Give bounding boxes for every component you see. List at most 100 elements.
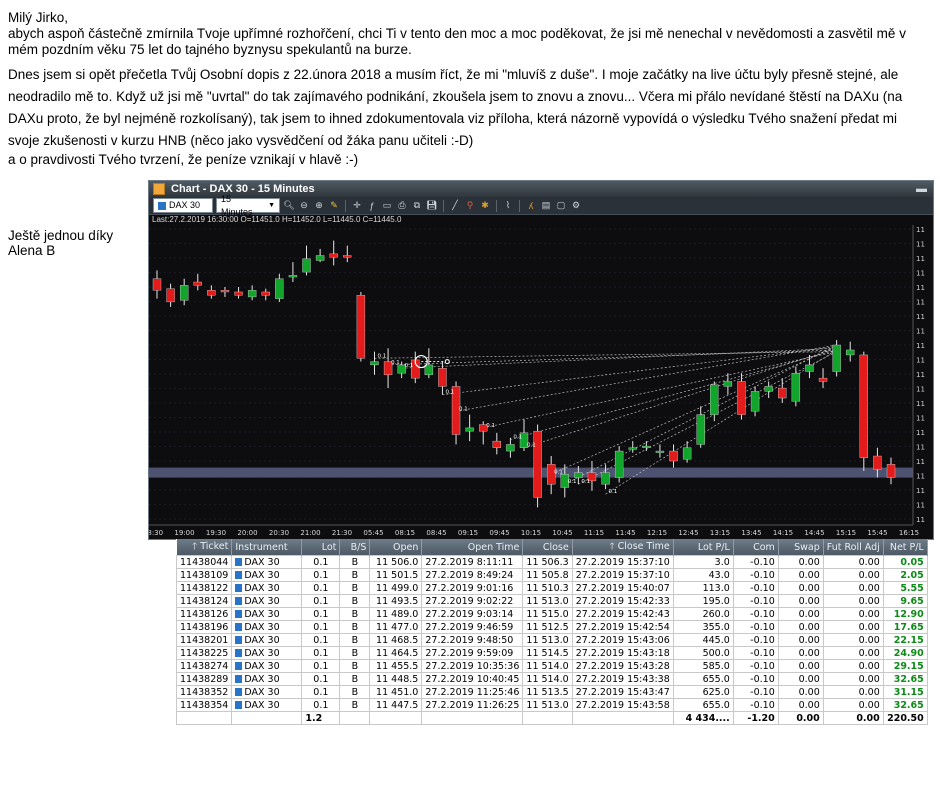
line-tool-icon[interactable]: ╱ (452, 200, 458, 210)
column-header-b-s[interactable]: B/S (339, 539, 371, 556)
column-header-close[interactable]: Close (522, 539, 573, 556)
table-row[interactable]: 11438354 DAX 30 0.1 B 11 447.5 27.2.2019 11:2… (175, 698, 928, 712)
x-tick-label: 09:45 (489, 529, 509, 537)
table-cell: 0.00 (777, 646, 824, 660)
zoom-in-icon[interactable]: 🔍︎ (283, 200, 295, 210)
chart-title: Chart - DAX 30 - 15 Minutes (171, 183, 315, 195)
table-row[interactable]: 11438274 DAX 30 0.1 B 11 455.5 27.2.2019 10:3… (175, 659, 928, 673)
table-cell: 0.00 (777, 672, 824, 686)
template-icon[interactable]: ▭ (382, 200, 392, 210)
y-tick-label: 11 (916, 255, 925, 263)
trade-line (551, 346, 837, 475)
layout-icon[interactable]: ▤ (541, 200, 551, 210)
table-row[interactable]: 11438109 DAX 30 0.1 B 11 501.5 27.2.2019 8:49… (175, 568, 928, 582)
column-header-lot[interactable]: Lot (301, 539, 341, 556)
table-row[interactable]: 11438122 DAX 30 0.1 B 11 499.0 27.2.2019 9:01… (175, 581, 928, 595)
settings-icon[interactable]: ⚙ (571, 200, 581, 210)
zoom-fit-icon[interactable]: ⊕ (315, 200, 323, 210)
column-header-lot-p-l[interactable]: Lot P/L (673, 539, 734, 556)
chart-toolbar: DAX 30 15 Minutes ▼ 🔍︎ ⊖ ⊕ ✎ ✛ ƒ ▭ ⎙ ⧉ 💾… (149, 194, 933, 217)
table-row[interactable]: 11438124 DAX 30 0.1 B 11 493.5 27.2.2019 9:02… (175, 594, 928, 608)
instrument-select[interactable]: DAX 30 (153, 198, 213, 213)
candle-body (370, 361, 379, 366)
table-cell: DAX 30 (231, 581, 303, 595)
y-tick-label: 11 (916, 429, 925, 437)
x-tick-label: 16:15 (899, 529, 919, 537)
table-cell: 27.2.2019 15:37:10 (571, 555, 674, 569)
table-cell: 0.00 (822, 698, 884, 712)
table-row[interactable]: 11438352 DAX 30 0.1 B 11 451.0 27.2.2019 11:2… (175, 685, 928, 699)
column-header-instrument[interactable]: Instrument (231, 539, 303, 556)
table-row[interactable]: 11438126 DAX 30 0.1 B 11 489.0 27.2.2019 9:03… (175, 607, 928, 621)
table-cell: 355.0 (672, 620, 734, 634)
column-header-swap[interactable]: Swap (778, 539, 824, 556)
table-row[interactable]: 11438289 DAX 30 0.1 B 11 448.5 27.2.2019 10:4… (175, 672, 928, 686)
x-tick-label: 19:00 (174, 529, 194, 537)
table-cell: 0.00 (822, 685, 884, 699)
candle-body (234, 291, 243, 296)
magnet-icon[interactable]: ⚲ (466, 200, 474, 210)
table-cell: 0.1 (301, 568, 341, 582)
table-cell: 0.1 (301, 646, 341, 660)
table-row[interactable]: 11438201 DAX 30 0.1 B 11 468.5 27.2.2019 9:48… (175, 633, 928, 647)
table-cell: 0.00 (822, 672, 884, 686)
table-cell: 625.0 (672, 685, 734, 699)
crosshair-icon[interactable]: ✛ (353, 200, 361, 210)
candlestick-chart[interactable]: 11 11 11 11 11 11 11 11 11 11 11 11 11 11 11 11 11 11 11 11… (149, 225, 933, 539)
copy-icon[interactable]: ⧉ (413, 200, 421, 210)
table-cell: 27.2.2019 10:40:45 (421, 672, 524, 686)
window-icon[interactable]: ▢ (556, 200, 566, 210)
indicator-icon[interactable]: ƒ (369, 200, 375, 211)
table-cell: 0.00 (777, 581, 824, 595)
candle-body (642, 445, 651, 448)
timeframe-select[interactable]: 15 Minutes ▼ (216, 194, 280, 217)
table-cell: 22.15 (882, 633, 928, 647)
table-cell: -0.10 (732, 594, 779, 608)
table-cell: -0.10 (732, 633, 779, 647)
studies-icon[interactable]: ʎ (528, 200, 534, 211)
column-header-net-p-l[interactable]: Net P/L (883, 539, 928, 556)
table-cell: 27.2.2019 9:03:14 (421, 607, 524, 621)
minimize-icon[interactable]: ▬ (916, 183, 927, 195)
instrument-icon (235, 570, 243, 579)
table-cell: -0.10 (732, 620, 779, 634)
totals-cell: 1.2 (301, 711, 341, 725)
totals-cell: -1.20 (732, 711, 779, 725)
table-cell: B (339, 633, 371, 647)
trade-marker-label: 0.1 (405, 363, 414, 369)
table-cell: 0.00 (822, 646, 884, 660)
column-header-close-time[interactable]: 🡑 Close Time (572, 539, 674, 556)
table-cell: 0.00 (777, 594, 824, 608)
column-header-open[interactable]: Open (369, 539, 423, 556)
zoom-out-icon[interactable]: ⊖ (300, 200, 308, 210)
toolbar-separator (519, 199, 520, 212)
trade-marker-label: 0.1 (568, 479, 577, 485)
table-row[interactable]: 11438225 DAX 30 0.1 B 11 464.5 27.2.2019 9:59… (175, 646, 928, 660)
instrument-icon (235, 622, 243, 631)
table-cell: DAX 30 (231, 568, 303, 582)
table-row[interactable]: 11438044 DAX 30 0.1 B 11 506.0 27.2.2019 8:11… (175, 555, 928, 569)
print-icon[interactable]: ⎙ (398, 200, 406, 210)
table-cell: -0.10 (732, 698, 779, 712)
column-header-com[interactable]: Com (733, 539, 779, 556)
save-icon[interactable]: 💾︎ (426, 200, 438, 210)
shapes-icon[interactable]: ✱ (481, 200, 489, 210)
y-tick-label: 11 (916, 458, 925, 466)
chart-type-icon[interactable]: ⌇ (505, 200, 511, 210)
x-tick-label: 11:45 (615, 529, 635, 537)
table-cell: 0.00 (777, 568, 824, 582)
column-header-open-time[interactable]: Open Time (421, 539, 524, 556)
x-tick-label: 14:15 (773, 529, 793, 537)
table-row[interactable]: 11438196 DAX 30 0.1 B 11 477.0 27.2.2019 9:46… (175, 620, 928, 634)
instrument-icon (235, 635, 243, 644)
column-header-fut-roll-adj[interactable]: Fut Roll Adj (823, 539, 884, 556)
column-header-ticket[interactable]: 🡑 Ticket (176, 539, 233, 556)
table-cell: 11 514.5 (522, 646, 573, 660)
letter-paragraph-3: a o pravdivosti Tvého tvrzení, že peníze… (8, 152, 359, 167)
table-cell: 0.1 (301, 555, 341, 569)
table-cell: 27.2.2019 15:43:47 (571, 685, 674, 699)
chart-app-icon (153, 183, 165, 195)
cursor-icon[interactable]: ✎ (330, 200, 338, 210)
table-cell: 0.05 (882, 555, 928, 569)
table-cell: 31.15 (882, 685, 928, 699)
